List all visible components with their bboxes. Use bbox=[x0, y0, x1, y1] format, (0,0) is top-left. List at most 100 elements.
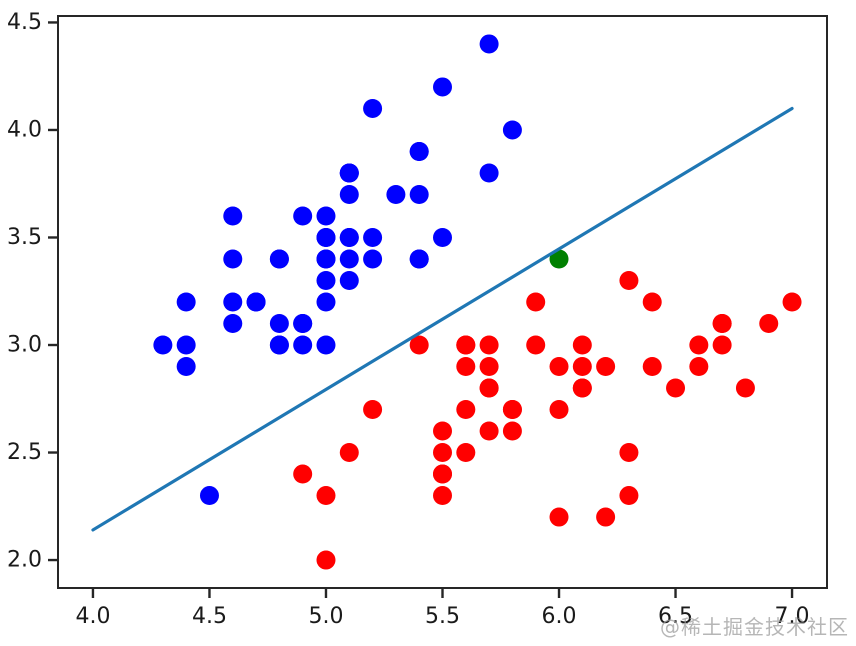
data-point-class-0-blue-setosa bbox=[153, 335, 173, 355]
data-point-class-0-blue-setosa bbox=[502, 120, 522, 140]
data-point-class-0-blue-setosa bbox=[339, 163, 359, 183]
data-point-class-1-red-versicolor bbox=[572, 335, 592, 355]
x-axis-tick-label: 6.5 bbox=[658, 604, 693, 629]
y-axis-tick-label: 4.0 bbox=[7, 117, 42, 142]
y-axis-tick-label: 2.0 bbox=[7, 548, 42, 573]
y-axis-tick-label: 4.5 bbox=[7, 10, 42, 35]
data-point-class-1-red-versicolor bbox=[619, 443, 639, 463]
data-point-class-1-red-versicolor bbox=[502, 400, 522, 420]
x-axis-tick-label: 6.0 bbox=[542, 604, 577, 629]
data-point-class-0-blue-setosa bbox=[176, 335, 196, 355]
data-point-class-1-red-versicolor bbox=[363, 400, 383, 420]
data-point-class-0-blue-setosa bbox=[409, 141, 429, 161]
x-axis-tick-label: 7.0 bbox=[775, 604, 810, 629]
data-point-highlighted-sample-green bbox=[549, 249, 569, 269]
data-point-class-1-red-versicolor bbox=[479, 421, 499, 441]
data-point-class-1-red-versicolor bbox=[433, 464, 452, 484]
data-point-class-1-red-versicolor bbox=[782, 292, 802, 312]
data-point-class-1-red-versicolor bbox=[316, 486, 336, 506]
data-point-class-0-blue-setosa bbox=[479, 34, 499, 54]
data-point-class-0-blue-setosa bbox=[293, 206, 313, 226]
data-point-class-0-blue-setosa bbox=[176, 357, 196, 377]
x-axis-tick-label: 5.0 bbox=[308, 604, 343, 629]
data-point-class-0-blue-setosa bbox=[479, 163, 499, 183]
y-axis-tick-label: 3.5 bbox=[7, 225, 42, 250]
data-point-class-1-red-versicolor bbox=[479, 357, 499, 377]
data-point-class-0-blue-setosa bbox=[293, 314, 313, 334]
data-point-class-0-blue-setosa bbox=[316, 292, 336, 312]
data-point-class-0-blue-setosa bbox=[386, 184, 406, 204]
data-point-class-1-red-versicolor bbox=[572, 378, 592, 398]
data-point-class-1-red-versicolor bbox=[456, 400, 476, 420]
data-point-class-0-blue-setosa bbox=[363, 249, 383, 269]
x-axis-tick-label: 5.5 bbox=[425, 604, 460, 629]
data-point-class-0-blue-setosa bbox=[223, 249, 243, 269]
data-point-class-1-red-versicolor bbox=[549, 400, 569, 420]
data-point-class-1-red-versicolor bbox=[549, 507, 569, 527]
data-point-class-1-red-versicolor bbox=[549, 357, 569, 377]
data-point-class-0-blue-setosa bbox=[269, 314, 289, 334]
data-point-class-0-blue-setosa bbox=[293, 335, 313, 355]
data-point-class-0-blue-setosa bbox=[316, 335, 336, 355]
data-point-class-1-red-versicolor bbox=[456, 335, 476, 355]
data-point-class-1-red-versicolor bbox=[712, 335, 732, 355]
data-point-class-1-red-versicolor bbox=[479, 378, 499, 398]
data-point-class-1-red-versicolor bbox=[642, 357, 662, 377]
decision-boundary-line bbox=[91, 106, 794, 532]
data-point-class-0-blue-setosa bbox=[409, 184, 429, 204]
data-point-class-0-blue-setosa bbox=[409, 249, 429, 269]
data-point-class-0-blue-setosa bbox=[316, 249, 336, 269]
data-point-class-0-blue-setosa bbox=[269, 335, 289, 355]
data-point-class-1-red-versicolor bbox=[712, 314, 732, 334]
data-point-class-0-blue-setosa bbox=[316, 270, 336, 290]
data-point-class-1-red-versicolor bbox=[316, 550, 336, 570]
data-point-class-1-red-versicolor bbox=[433, 486, 452, 506]
data-point-class-0-blue-setosa bbox=[269, 249, 289, 269]
data-point-class-1-red-versicolor bbox=[526, 292, 546, 312]
data-point-class-0-blue-setosa bbox=[199, 486, 219, 506]
data-point-class-1-red-versicolor bbox=[759, 314, 779, 334]
data-point-class-1-red-versicolor bbox=[433, 421, 452, 441]
data-point-class-1-red-versicolor bbox=[526, 335, 546, 355]
data-point-class-1-red-versicolor bbox=[619, 270, 639, 290]
data-point-class-1-red-versicolor bbox=[339, 443, 359, 463]
data-point-class-0-blue-setosa bbox=[316, 227, 336, 247]
x-axis-tick-label: 4.5 bbox=[192, 604, 227, 629]
data-point-class-1-red-versicolor bbox=[456, 443, 476, 463]
data-point-class-0-blue-setosa bbox=[223, 314, 243, 334]
data-point-class-0-blue-setosa bbox=[246, 292, 266, 312]
data-point-class-1-red-versicolor bbox=[689, 335, 709, 355]
y-axis-tick-label: 2.5 bbox=[7, 440, 42, 465]
x-axis-tick-label: 4.0 bbox=[75, 604, 110, 629]
data-point-class-1-red-versicolor bbox=[456, 357, 476, 377]
data-point-class-0-blue-setosa bbox=[339, 227, 359, 247]
data-point-class-0-blue-setosa bbox=[223, 292, 243, 312]
data-point-class-1-red-versicolor bbox=[293, 464, 313, 484]
data-point-class-0-blue-setosa bbox=[316, 206, 336, 226]
data-point-class-1-red-versicolor bbox=[619, 486, 639, 506]
data-point-class-0-blue-setosa bbox=[176, 292, 196, 312]
data-point-class-1-red-versicolor bbox=[433, 443, 452, 463]
data-point-class-0-blue-setosa bbox=[339, 270, 359, 290]
data-point-class-1-red-versicolor bbox=[479, 335, 499, 355]
data-point-class-0-blue-setosa bbox=[339, 184, 359, 204]
data-point-class-1-red-versicolor bbox=[689, 357, 709, 377]
data-point-class-0-blue-setosa bbox=[433, 227, 452, 247]
data-point-class-1-red-versicolor bbox=[502, 421, 522, 441]
data-point-class-1-red-versicolor bbox=[642, 292, 662, 312]
data-point-class-0-blue-setosa bbox=[363, 98, 383, 118]
data-point-class-1-red-versicolor bbox=[735, 378, 755, 398]
data-point-class-1-red-versicolor bbox=[409, 335, 429, 355]
data-point-class-1-red-versicolor bbox=[596, 507, 616, 527]
data-point-class-0-blue-setosa bbox=[339, 249, 359, 269]
data-point-class-0-blue-setosa bbox=[363, 227, 383, 247]
watermark-text: @稀土掘金技术社区 bbox=[660, 615, 849, 639]
data-point-class-1-red-versicolor bbox=[572, 357, 592, 377]
data-point-class-0-blue-setosa bbox=[223, 206, 243, 226]
y-axis-tick-label: 3.0 bbox=[7, 333, 42, 358]
data-point-class-1-red-versicolor bbox=[666, 378, 686, 398]
data-point-class-1-red-versicolor bbox=[596, 357, 616, 377]
data-point-class-0-blue-setosa bbox=[433, 77, 452, 97]
